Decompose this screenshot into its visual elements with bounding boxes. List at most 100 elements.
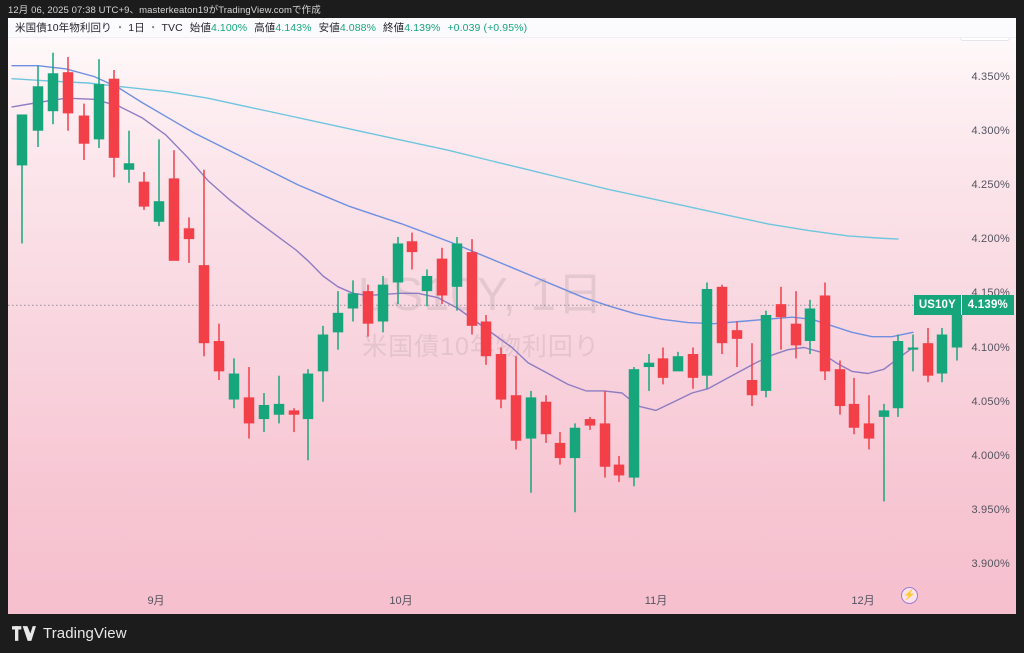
candle-body <box>878 410 890 417</box>
time-axis-tick: 10月 <box>389 595 413 607</box>
candle-body <box>804 308 816 342</box>
candle-body <box>760 315 772 391</box>
ma-line <box>11 97 914 412</box>
badge-symbol-label: US10Y <box>913 295 961 316</box>
legend-open-label: 始値 <box>189 22 211 34</box>
price-axis-tick: 4.200% <box>971 233 1010 246</box>
candle-body <box>716 286 728 344</box>
candle-body <box>643 362 655 368</box>
moving-average-layer <box>11 65 914 412</box>
legend-open-value: 4.100% <box>210 21 248 34</box>
candle-body <box>436 258 448 296</box>
candle-body <box>421 275 433 292</box>
tradingview-mark-icon <box>12 626 36 641</box>
candle-body <box>510 395 522 441</box>
lightning-bolt-icon[interactable]: ⚡ <box>901 587 918 604</box>
candle-body <box>936 334 948 374</box>
legend-high-label: 高値 <box>254 22 276 34</box>
candle-body <box>62 72 74 114</box>
candle-body <box>16 114 28 166</box>
time-axis-tick: 9月 <box>147 595 165 607</box>
candle-body <box>243 397 255 424</box>
candle-body <box>108 78 120 158</box>
candle-body <box>892 341 904 409</box>
chart-legend[interactable]: 米国債10年物利回り ・ 1日 ・ TVC 始値 4.100% 高値 4.143… <box>8 18 1016 38</box>
candle-body <box>213 341 225 372</box>
legend-sep-1: ・ <box>114 22 126 34</box>
badge-divider <box>960 295 962 316</box>
candle-body <box>258 404 270 420</box>
candle-body <box>540 401 552 435</box>
candle-body <box>138 181 150 207</box>
candle-body <box>554 442 566 459</box>
legend-interval: 1日 <box>128 22 145 34</box>
candle-body <box>657 358 669 378</box>
candle-body <box>613 464 625 476</box>
candle-body <box>672 356 684 372</box>
candle-body <box>32 86 44 131</box>
candle-body <box>302 373 314 420</box>
candle-body <box>198 265 210 344</box>
price-axis-tick: 3.950% <box>971 504 1010 517</box>
chart-area[interactable]: US10Y, 1日 米国債10年物利回り ⚡ % 4.350%4.300%4.2… <box>8 18 1016 614</box>
candle-body <box>495 354 507 400</box>
candle-body <box>392 243 404 283</box>
candle-layer <box>16 52 963 513</box>
price-axis-tick: 4.250% <box>971 178 1010 191</box>
legend-low-value: 4.088% <box>339 21 377 34</box>
legend-exchange: TVC <box>161 21 183 34</box>
legend-close-label: 終値 <box>383 22 405 34</box>
candle-body <box>584 419 596 426</box>
candle-body <box>273 403 285 415</box>
candle-body <box>93 84 105 140</box>
candle-body <box>377 284 389 322</box>
candle-body <box>907 347 919 350</box>
legend-sep-2: ・ <box>147 22 159 34</box>
candle-body <box>123 163 135 170</box>
candle-body <box>951 305 963 348</box>
candle-body <box>153 201 165 222</box>
candle-body <box>775 304 787 318</box>
current-price-badge[interactable]: US10Y 4.139% <box>913 295 1014 316</box>
candle-body <box>701 288 713 376</box>
chart-background <box>8 18 1016 614</box>
candle-body <box>599 423 611 467</box>
candle-body <box>168 178 180 261</box>
legend-symbol-name: 米国債10年物利回り <box>15 22 112 34</box>
candle-body <box>317 334 329 372</box>
candle-body <box>746 380 758 396</box>
time-scale[interactable]: 9月 10月 11月 12月 <box>8 586 1016 614</box>
candle-body <box>834 369 846 407</box>
candle-body <box>228 373 240 400</box>
candle-body <box>569 427 581 459</box>
candle-body <box>406 241 418 253</box>
candle-body <box>819 295 831 372</box>
legend-low-label: 安値 <box>318 22 340 34</box>
candle-body <box>480 321 492 357</box>
candle-body <box>687 354 699 378</box>
tradingview-logo[interactable]: TradingView <box>12 625 127 642</box>
candle-body <box>332 312 344 333</box>
time-axis-tick: 12月 <box>851 595 875 607</box>
price-axis-tick: 4.300% <box>971 124 1010 137</box>
candle-body <box>525 397 537 439</box>
candle-body <box>362 291 374 324</box>
candle-body <box>183 228 195 240</box>
candle-body <box>731 330 743 339</box>
candle-body <box>863 423 875 439</box>
price-axis-tick: 4.350% <box>971 70 1010 83</box>
candle-body <box>922 343 934 376</box>
candle-body <box>288 410 300 415</box>
legend-high-value: 4.143% <box>275 21 312 34</box>
candle-body <box>466 252 478 326</box>
candle-body <box>790 323 802 346</box>
footer-bar: TradingView <box>0 614 1024 653</box>
price-axis-tick: 3.900% <box>971 558 1010 571</box>
legend-close-value: 4.139% <box>404 21 441 34</box>
attribution-bar: 12月 06, 2025 07:38 UTC+9、masterkeaton19が… <box>0 0 1024 18</box>
candle-body <box>347 293 359 309</box>
tradingview-brand-text: TradingView <box>43 625 127 642</box>
candle-body <box>78 115 90 144</box>
legend-change-value: +0.039 (+0.95%) <box>447 21 528 34</box>
